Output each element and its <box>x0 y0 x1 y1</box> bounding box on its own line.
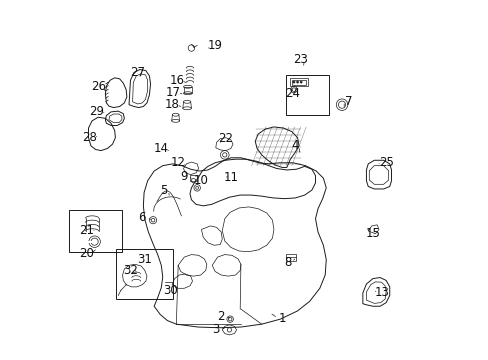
Text: 23: 23 <box>292 53 307 66</box>
Text: 28: 28 <box>82 131 97 144</box>
Text: 6: 6 <box>138 211 146 224</box>
Text: 27: 27 <box>130 66 145 79</box>
Text: 21: 21 <box>79 224 94 237</box>
Text: 31: 31 <box>137 253 152 266</box>
Bar <box>116 249 172 299</box>
Text: 30: 30 <box>163 284 178 297</box>
Text: 9: 9 <box>180 170 187 183</box>
Text: 8: 8 <box>283 256 291 269</box>
Bar <box>285 75 329 115</box>
Text: 12: 12 <box>170 156 185 169</box>
Bar <box>285 253 295 261</box>
Bar <box>69 210 122 252</box>
Bar <box>291 80 305 85</box>
Text: 5: 5 <box>160 184 167 197</box>
Text: 14: 14 <box>154 142 168 155</box>
Text: 24: 24 <box>285 87 300 100</box>
Text: 29: 29 <box>89 105 104 118</box>
Text: 26: 26 <box>90 80 105 93</box>
Text: 19: 19 <box>207 39 222 52</box>
Circle shape <box>292 81 294 83</box>
Text: 11: 11 <box>223 171 238 184</box>
Bar <box>290 78 307 86</box>
Text: 3: 3 <box>212 323 219 336</box>
Text: 32: 32 <box>123 264 138 277</box>
Circle shape <box>296 81 298 83</box>
Text: 22: 22 <box>218 132 233 145</box>
Text: 15: 15 <box>365 226 380 239</box>
Text: 1: 1 <box>278 311 285 325</box>
Bar <box>190 175 197 181</box>
Text: 2: 2 <box>217 310 224 323</box>
Text: 7: 7 <box>344 95 351 108</box>
Text: 20: 20 <box>79 247 94 260</box>
Text: 25: 25 <box>378 156 393 169</box>
Text: 16: 16 <box>169 74 184 87</box>
Text: 18: 18 <box>164 98 179 111</box>
Text: 4: 4 <box>290 139 298 152</box>
Bar <box>183 87 192 93</box>
Text: 10: 10 <box>193 174 208 187</box>
Text: 13: 13 <box>374 287 389 300</box>
Text: 17: 17 <box>165 86 181 99</box>
Circle shape <box>300 81 302 83</box>
